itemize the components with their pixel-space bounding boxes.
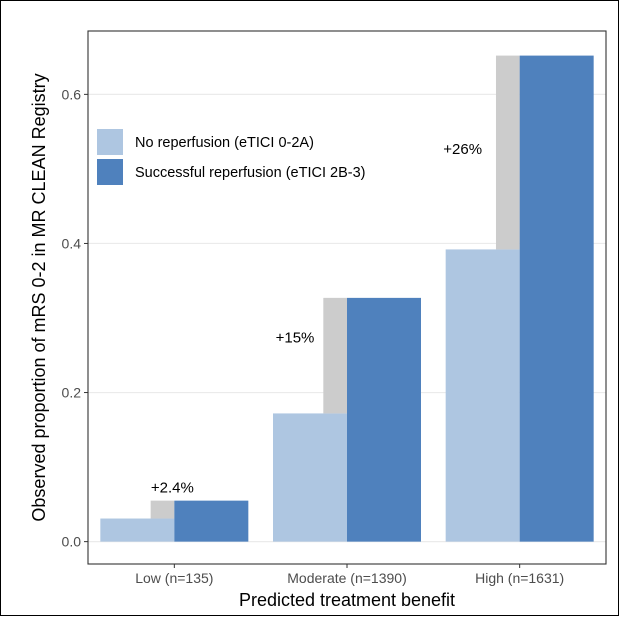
y-axis: 0.0 0.2 0.4 0.6	[62, 86, 88, 550]
difference-label: +26%	[443, 141, 482, 158]
bar-successful-reperfusion	[174, 500, 249, 542]
legend-label: No reperfusion (eTICI 0-2A)	[135, 135, 314, 151]
bar-no-reperfusion	[273, 413, 347, 542]
y-tick-label: 0.2	[62, 385, 82, 401]
legend-key	[97, 129, 123, 155]
x-axis: Low (n=135) Moderate (n=1390) High (n=1631…	[135, 564, 564, 586]
bar-difference	[323, 297, 347, 414]
bar-difference	[150, 500, 175, 519]
bar-no-reperfusion	[445, 249, 520, 542]
legend-key	[97, 159, 123, 185]
bars	[100, 55, 594, 542]
bar-no-reperfusion	[100, 518, 175, 542]
x-tick-label: Moderate (n=1390)	[287, 570, 406, 586]
y-tick-label: 0.0	[62, 534, 82, 550]
legend: No reperfusion (eTICI 0-2A) Successful re…	[97, 129, 365, 185]
legend-label: Successful reperfusion (eTICI 2B-3)	[135, 165, 365, 181]
data-labels: +2.4% +15% +26%	[151, 141, 482, 497]
difference-label: +2.4%	[151, 480, 194, 497]
y-tick-label: 0.6	[62, 86, 82, 102]
y-tick-label: 0.4	[62, 235, 82, 251]
bar-successful-reperfusion	[347, 297, 421, 542]
bar-successful-reperfusion	[519, 55, 594, 542]
x-axis-title: Predicted treatment benefit	[239, 590, 455, 610]
difference-label: +15%	[276, 329, 315, 346]
bar-difference	[495, 55, 520, 250]
x-tick-label: High (n=1631)	[475, 570, 564, 586]
x-tick-label: Low (n=135)	[135, 570, 213, 586]
y-axis-title: Observed proportion of mRS 0-2 in MR CLE…	[29, 73, 49, 521]
